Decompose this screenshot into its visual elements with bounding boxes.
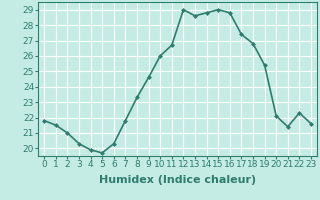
X-axis label: Humidex (Indice chaleur): Humidex (Indice chaleur) bbox=[99, 175, 256, 185]
